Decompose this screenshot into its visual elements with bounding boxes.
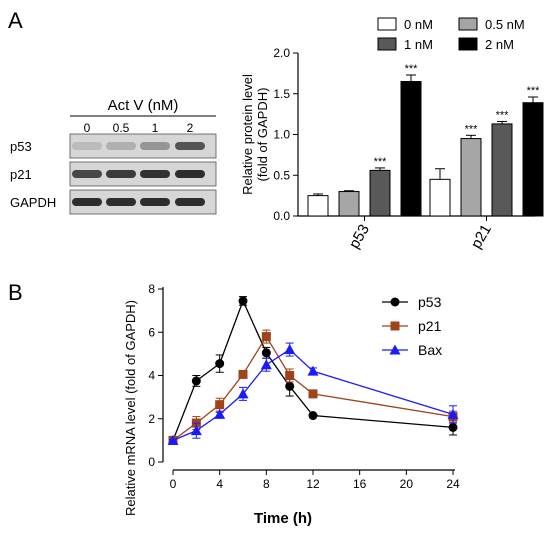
bax-marker [190,425,202,436]
blot-row-label: p53 [10,139,32,154]
line-x-tick-label: 16 [353,477,367,491]
line-x-tick-label: 0 [170,477,177,491]
panel-label-a: A [8,8,23,33]
bar-y-tick-label: 1.0 [273,128,290,142]
bar [429,178,451,217]
protein-bar-chart: 0.0 0.5 1.0 1.5 2.0 Relative protein level (fo… [240,17,544,252]
bar-y-axis-label: (fold of GAPDH) [255,88,270,182]
line-x-tick-label: 20 [400,477,414,491]
significance-label: *** [496,109,510,121]
bax-marker [307,365,319,376]
line-x-tick-label: 8 [263,477,270,491]
blot-band [140,198,170,206]
p53-marker [261,348,271,358]
blot-row-label: GAPDH [10,195,56,210]
bax-marker [284,344,296,355]
bar [522,102,544,217]
blot-title: Act V (nM) [108,97,179,114]
significance-label: *** [374,156,388,168]
line-y-tick-label: 4 [148,369,155,383]
bar-x-tick-label: p21 [468,222,495,252]
bar [400,81,422,217]
bar-y-axis-label: Relative protein level [240,74,255,195]
bar [369,169,391,217]
blot-band [72,198,102,206]
p53-marker [390,297,400,307]
blot-band [72,170,102,178]
lane-label: 0 [84,121,91,135]
line-legend-label: p21 [418,318,442,334]
bar-legend-label: 2 nM [485,37,514,52]
bar-legend-swatch [377,17,397,31]
bar [491,123,513,217]
bar-legend-label: 0.5 nM [485,17,525,32]
bax-marker [260,359,272,370]
line-y-tick-label: 8 [148,282,155,296]
western-blot: Act V (nM) 0 0.5 1 2 p53 p21 GAPDH [10,97,217,215]
blot-band [140,142,170,150]
bar-legend-swatch [458,17,478,31]
line-y-tick-label: 0 [148,455,155,469]
line-y-tick-label: 2 [148,412,155,426]
bax-marker [447,408,459,419]
blot-row-label: p21 [10,167,32,182]
line-legend-label: p53 [418,294,442,310]
p21-marker [261,332,271,342]
p53-marker [448,422,458,432]
blot-band [175,142,205,150]
panel-label-b: B [8,280,23,305]
blot-band [175,198,205,206]
bar-legend-label: 1 nM [404,37,433,52]
significance-label: *** [405,63,419,75]
bar-y-tick-label: 2.0 [273,46,290,60]
blot-band [106,170,136,178]
mrna-line-chart: Time (h) Relative mRNA level (fold of GA… [123,282,460,527]
p53-marker [215,359,225,369]
p53-marker [191,376,201,386]
bax-marker [214,408,226,419]
p21-marker [215,400,225,410]
p53-line [172,299,454,441]
bar-y-tick-label: 0.5 [273,168,290,182]
bar-legend-label: 0 nM [404,17,433,32]
blot-band [175,170,205,178]
significance-label: *** [465,123,479,135]
line-legend-label: Bax [418,342,442,358]
bar-legend-swatch [377,37,397,51]
blot-band [140,170,170,178]
line-x-axis-label: Time (h) [254,510,312,527]
line-y-tick-label: 6 [148,325,155,339]
bar [307,195,329,217]
line-x-tick-label: 12 [306,477,320,491]
p21-marker [285,371,295,380]
significance-label: *** [527,85,541,97]
bax-marker [237,388,249,399]
line-x-tick-label: 4 [216,477,223,491]
p21-marker [238,369,248,379]
bar-x-tick-label: p53 [346,222,373,252]
bar-y-tick-label: 0.0 [273,209,290,223]
lane-label: 2 [187,121,194,135]
bax-marker [167,434,179,445]
p53-marker [308,411,318,421]
lane-label: 0.5 [113,121,130,135]
p53-marker [238,296,248,306]
p21-marker [308,389,318,399]
bar-y-tick-label: 1.5 [273,87,290,101]
line-y-axis-label: Relative mRNA level (fold of GAPDH) [123,300,138,516]
bar-legend-swatch [458,37,478,51]
blot-band [106,142,136,150]
blot-band [72,142,102,150]
blot-band [106,198,136,206]
p21-line [172,335,454,441]
p53-marker [285,381,295,391]
lane-label: 1 [152,121,159,135]
bar [338,191,360,217]
p21-marker [390,321,400,331]
bar [460,138,482,217]
bax-marker [389,344,401,355]
line-x-tick-label: 24 [446,477,460,491]
